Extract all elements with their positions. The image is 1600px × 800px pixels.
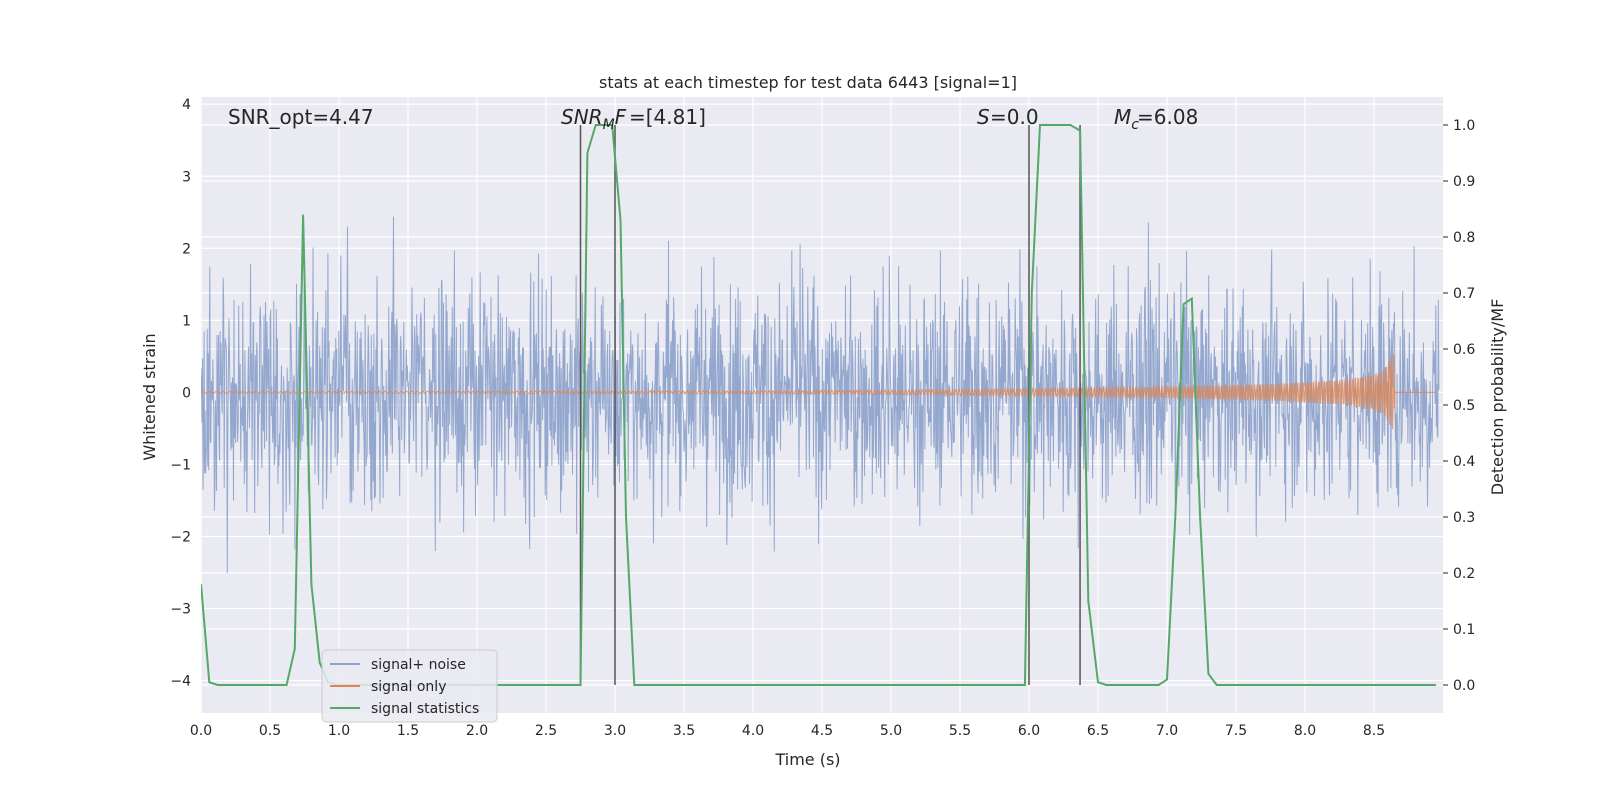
y-right-tick-label: 0.7 [1453,286,1475,302]
series-signal-noise [201,216,1440,574]
y-left-tick-label: 0 [182,385,191,401]
x-axis-label: Time (s) [774,750,840,769]
x-tick-label: 2.5 [535,723,557,739]
y-left-tick-label: 3 [182,169,191,185]
y-right-tick-label: 0.9 [1453,174,1475,190]
series-signal-statistics [201,124,1437,686]
x-tick-label: 5.5 [949,723,971,739]
x-tick-label: 1.0 [328,723,350,739]
x-tick-label: 2.0 [466,723,488,739]
y-right-tick-label: 0.3 [1453,510,1475,526]
x-tick-label: 7.5 [1225,723,1247,739]
legend-box [321,649,498,723]
y-right-tick-label: 0.5 [1453,398,1475,414]
y-axis-right-label: Detection probability/MF [1488,299,1507,496]
legend: signal+ noise signal only signal statist… [321,649,498,723]
y-left-tick-label: −1 [170,457,191,473]
s-symbol: S [977,105,990,129]
y-left-tick-label: 2 [182,241,191,257]
y-right-tick-label: 0.0 [1453,678,1475,694]
x-tick-label: 5.0 [880,723,902,739]
y-right-tick-label: 0.4 [1453,454,1475,470]
y-right-tick-label: 1.0 [1453,118,1475,134]
x-tick-label: 3.0 [604,723,626,739]
x-tick-label: 6.5 [1087,723,1109,739]
chart-title: stats at each timestep for test data 644… [599,73,1017,92]
y-left-tick-label: 4 [182,97,191,113]
snr-mf-value: =[4.81] [629,105,706,129]
y-axis-left-label: Whitened strain [140,333,159,460]
ticks: 0.0 0.5 1.0 1.5 2.0 2.5 3.0 3.5 4.0 4.5 5.0 5.5 6.0 6… [170,97,1475,739]
x-tick-label: 4.0 [742,723,764,739]
mc-symbol: Mc [1114,105,1139,133]
y-right-tick-label: 0.1 [1453,622,1475,638]
y-right-tick-label: 0.6 [1453,342,1475,358]
y-right-tick-label: 0.2 [1453,566,1475,582]
x-tick-label: 8.0 [1294,723,1316,739]
y-left-tick-label: −4 [170,674,191,690]
x-tick-label: 6.0 [1018,723,1040,739]
annotation-snr-mf: SNRMF =[4.81] [561,105,706,133]
x-tick-label: 0.0 [190,723,212,739]
data-layer [201,124,1440,686]
annotation-mc: Mc =6.08 [1114,105,1198,133]
y-left-tick-label: −2 [170,529,191,545]
mc-value: =6.08 [1137,105,1198,129]
x-tick-label: 8.5 [1363,723,1385,739]
x-tick-label: 3.5 [673,723,695,739]
series-signal-only [201,354,1437,429]
annotation-snr-opt: SNR_opt=4.47 [228,105,374,129]
y-left-tick-label: −3 [170,602,191,618]
annotation-s: S =0.0 [977,105,1039,129]
x-tick-label: 4.5 [811,723,833,739]
legend-label-signal-statistics: signal statistics [371,701,479,717]
y-left-tick-label: 1 [182,313,191,329]
legend-label-signal-noise: signal+ noise [371,657,466,673]
snr-mf-symbol: SNRMF [561,105,627,133]
y-right-tick-label: 0.8 [1453,230,1475,246]
x-tick-label: 7.0 [1156,723,1178,739]
x-tick-label: 1.5 [397,723,419,739]
legend-label-signal-only: signal only [371,679,446,695]
s-value: =0.0 [990,105,1039,129]
x-tick-label: 0.5 [259,723,281,739]
